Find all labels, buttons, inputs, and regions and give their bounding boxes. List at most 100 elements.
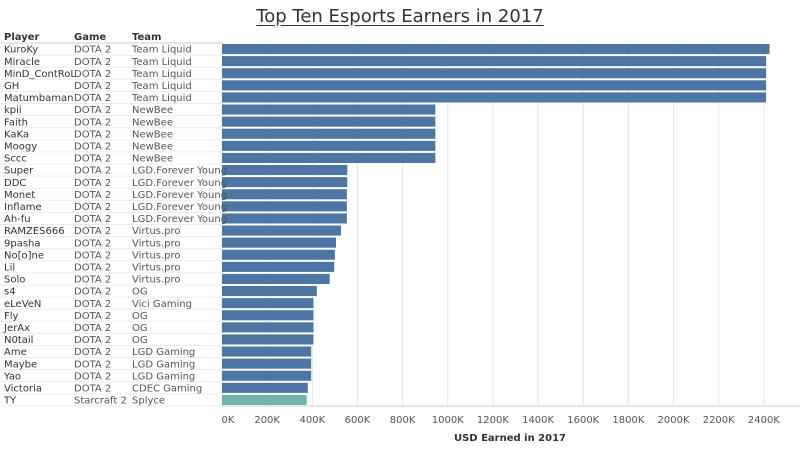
bar (222, 249, 335, 260)
game-label: DOTA 2 (74, 141, 111, 152)
game-label: DOTA 2 (74, 105, 111, 116)
bars-layer (222, 44, 770, 405)
game-label: DOTA 2 (74, 202, 111, 213)
team-label: NewBee (132, 141, 173, 152)
team-label: Virtus.pro (132, 275, 181, 286)
bar (222, 310, 314, 321)
player-label: Miracle (4, 57, 40, 68)
player-label: Fly (4, 311, 19, 322)
player-label: MinD_ContRoL (4, 69, 76, 80)
team-label: Vici Gaming (132, 299, 192, 310)
x-tick-label: 200K (254, 415, 280, 426)
player-label: s4 (4, 287, 16, 298)
rows-layer: KuroKy DOTA 2 Team Liquid Miracle DOTA 2 Team… (3, 45, 227, 407)
game-label: DOTA 2 (74, 93, 111, 104)
bar (222, 382, 308, 393)
bar (222, 68, 767, 79)
team-label: Splyce (132, 396, 165, 407)
game-label: DOTA 2 (74, 214, 111, 225)
team-label: Virtus.pro (132, 250, 181, 261)
team-label: NewBee (132, 154, 173, 165)
player-label: TY (3, 396, 17, 407)
team-label: LGD.Forever Young (132, 190, 227, 201)
x-tick-label: 400K (299, 415, 325, 426)
player-label: Lil (4, 262, 15, 273)
bar (222, 116, 436, 127)
bar (222, 346, 312, 357)
team-label: Team Liquid (131, 93, 192, 104)
bar (222, 334, 314, 345)
game-label: DOTA 2 (74, 166, 111, 177)
player-label: Faith (4, 117, 28, 128)
game-label: DOTA 2 (74, 81, 111, 92)
x-axis-ticks: 0K 200K 400K 600K 800K 1000K 1200K 1400K 1600K 18… (222, 415, 781, 426)
bar (222, 237, 337, 248)
player-label: Super (4, 166, 34, 177)
player-label: 9pasha (4, 238, 41, 249)
player-label: Ah-fu (4, 214, 31, 225)
game-label: DOTA 2 (74, 335, 111, 346)
team-label: LGD Gaming (132, 359, 195, 370)
game-label: DOTA 2 (74, 287, 111, 298)
game-label: DOTA 2 (74, 154, 111, 165)
bar (222, 189, 347, 200)
x-tick-label: 0K (222, 415, 235, 426)
player-label: Inflame (4, 202, 42, 213)
game-label: DOTA 2 (74, 117, 111, 128)
team-label: Team Liquid (131, 45, 192, 56)
x-tick-label: 2200K (703, 415, 735, 426)
team-label: Virtus.pro (132, 262, 181, 273)
bar (222, 358, 312, 369)
player-label: Sccc (4, 154, 27, 165)
game-label: DOTA 2 (74, 69, 111, 80)
bar (222, 201, 347, 212)
bar (222, 56, 767, 67)
player-label: KaKa (4, 129, 29, 140)
game-label: DOTA 2 (74, 250, 111, 261)
game-label: DOTA 2 (74, 57, 111, 68)
player-label: N0tail (4, 335, 33, 346)
player-label: JerAx (3, 323, 30, 334)
game-label: DOTA 2 (74, 323, 111, 334)
game-label: DOTA 2 (74, 371, 111, 382)
team-label: Virtus.pro (132, 238, 181, 249)
team-label: OG (132, 335, 148, 346)
team-label: LGD.Forever Young (132, 166, 227, 177)
team-label: LGD Gaming (132, 347, 195, 358)
bar (222, 104, 436, 115)
player-label: No[o]ne (4, 250, 44, 261)
bar (222, 165, 348, 176)
bar (222, 152, 436, 163)
team-label: LGD.Forever Young (132, 178, 227, 189)
game-label: DOTA 2 (74, 275, 111, 286)
x-tick-label: 2000K (658, 415, 690, 426)
player-label: Ame (4, 347, 27, 358)
player-label: Moogy (4, 141, 37, 152)
grid-layer (0, 42, 800, 407)
x-tick-label: 1400K (522, 415, 554, 426)
bar (222, 140, 436, 151)
x-tick-label: 1600K (567, 415, 599, 426)
game-label: DOTA 2 (74, 347, 111, 358)
player-label: eLeVeN (4, 299, 41, 310)
team-label: NewBee (132, 105, 173, 116)
bar (222, 44, 770, 55)
bar (222, 177, 348, 188)
x-tick-label: 1200K (477, 415, 509, 426)
game-label: DOTA 2 (74, 190, 111, 201)
player-label: DDC (4, 178, 26, 189)
bar (222, 92, 767, 103)
team-label: Virtus.pro (132, 226, 181, 237)
game-label: DOTA 2 (74, 129, 111, 140)
player-label: kpii (4, 105, 22, 116)
team-label: LGD Gaming (132, 371, 195, 382)
game-label: Starcraft 2 (74, 396, 127, 407)
game-label: DOTA 2 (74, 359, 111, 370)
x-axis-label: USD Earned in 2017 (454, 433, 566, 444)
bar (222, 261, 335, 272)
team-label: Team Liquid (131, 57, 192, 68)
game-label: DOTA 2 (74, 383, 111, 394)
x-tick-label: 800K (390, 415, 416, 426)
team-label: Team Liquid (131, 81, 192, 92)
